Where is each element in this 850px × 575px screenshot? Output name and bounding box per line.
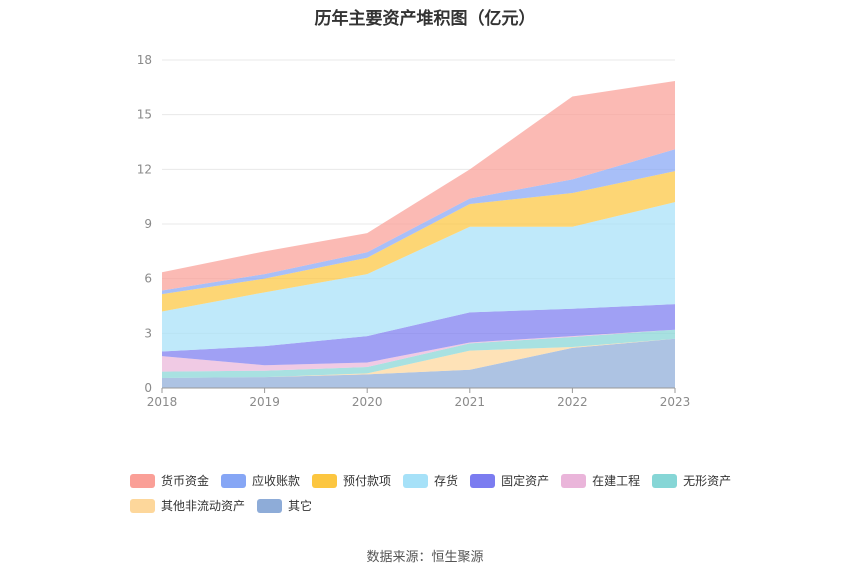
area-series: [162, 202, 675, 352]
legend-label: 在建工程: [592, 474, 641, 488]
legend-label: 其他非流动资产: [161, 499, 246, 513]
legend-item[interactable]: 在建工程: [561, 472, 640, 489]
data-source-note: 数据来源：恒生聚源: [366, 550, 484, 565]
area-series: [162, 171, 675, 312]
legend-label: 预付款项: [343, 474, 392, 488]
area-series: [162, 304, 675, 366]
x-tick-label: 2021: [455, 395, 486, 409]
legend-label: 固定资产: [501, 474, 550, 488]
x-tick-label: 2022: [557, 395, 588, 409]
legend-swatch: [312, 473, 338, 488]
y-tick-label: 15: [137, 108, 152, 122]
stacked-area-chart: 0 3 6 9 12 15 18 2018 2019 2020 2021 2022 2023: [137, 53, 691, 409]
y-tick-label: 6: [144, 272, 152, 286]
legend-label: 应收账款: [252, 474, 301, 488]
y-tick-label: 18: [137, 53, 152, 67]
area-series: [162, 338, 675, 378]
y-tick-label: 3: [144, 326, 152, 340]
x-tick-label: 2019: [249, 395, 280, 409]
legend-swatch: [221, 473, 247, 488]
legend-swatch: [561, 473, 587, 488]
legend-swatch: [403, 473, 429, 488]
legend-swatch: [130, 498, 155, 513]
chart-legend: 货币资金 应收账款 预付款项 存货 固定资产 在建工程 无形资产其他非流动资产 其它: [130, 472, 750, 522]
y-tick-label: 0: [144, 381, 152, 395]
y-tick-label: 9: [144, 217, 152, 231]
legend-item[interactable]: 固定资产: [470, 472, 549, 489]
legend-swatch: [257, 498, 283, 513]
legend-item[interactable]: 其他非流动资产: [130, 497, 245, 514]
legend-item[interactable]: 预付款项: [312, 472, 391, 489]
area-series: [162, 80, 675, 291]
area-series: [162, 149, 675, 295]
legend-item[interactable]: 应收账款: [221, 472, 300, 489]
x-tick-label: 2023: [660, 395, 691, 409]
x-tick-label: 2020: [352, 395, 383, 409]
area-series: [162, 338, 675, 388]
legend-item[interactable]: 无形资产: [652, 472, 731, 489]
area-series: [162, 329, 675, 372]
legend-item[interactable]: 其它: [257, 497, 312, 514]
legend-swatch: [130, 473, 155, 488]
legend-swatch: [652, 473, 678, 488]
legend-item[interactable]: 货币资金: [130, 472, 209, 489]
x-tick-label: 2018: [147, 395, 178, 409]
legend-label: 货币资金: [161, 474, 210, 488]
area-series: [162, 329, 675, 378]
y-tick-label: 12: [137, 162, 152, 176]
chart-title: 历年主要资产堆积图（亿元）: [314, 9, 536, 29]
legend-label: 无形资产: [683, 474, 732, 488]
legend-label: 存货: [434, 474, 459, 488]
legend-label: 其它: [288, 499, 313, 513]
legend-swatch: [470, 473, 496, 488]
legend-item[interactable]: 存货: [403, 472, 458, 489]
